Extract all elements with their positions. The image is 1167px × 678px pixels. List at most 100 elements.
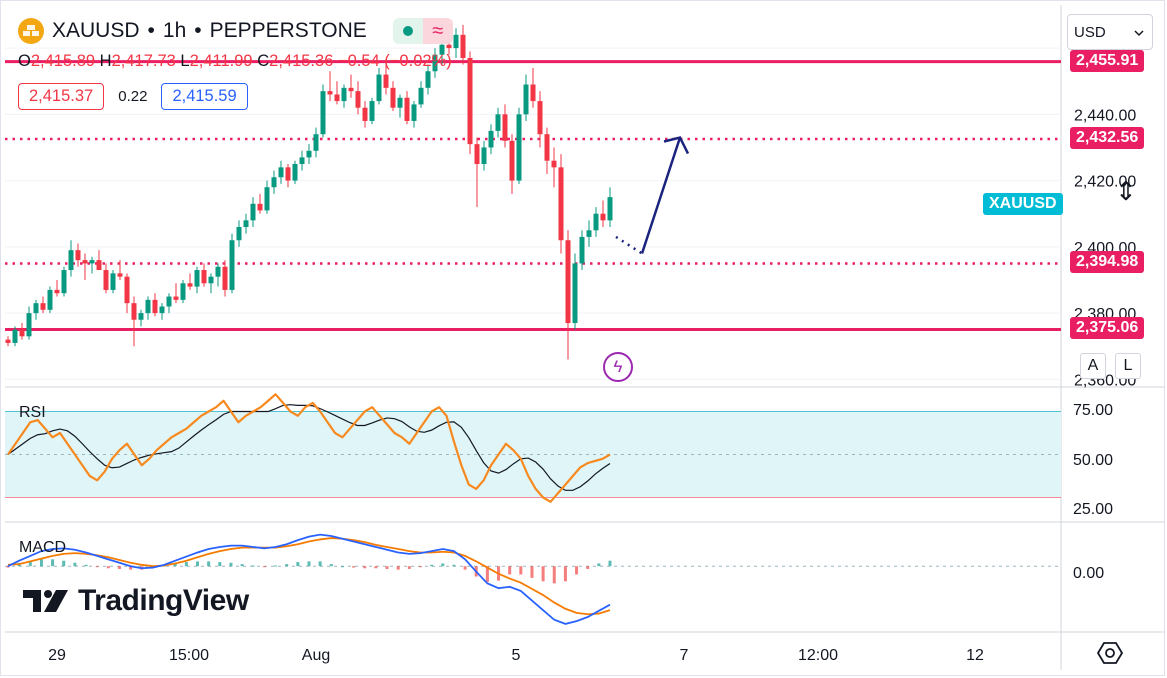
macd-histogram-bar — [95, 566, 99, 568]
resize-cursor-icon: ⇕ — [1115, 176, 1137, 206]
close-value: 2,415.36 — [269, 52, 334, 70]
chevron-down-icon — [1134, 24, 1144, 41]
candle-body — [26, 313, 32, 337]
candle-body — [397, 97, 403, 108]
macd-histogram-bar — [51, 559, 55, 567]
candle-body — [425, 71, 431, 88]
macd-histogram-bar — [485, 566, 489, 582]
time-tick-label: 15:00 — [169, 647, 209, 664]
candle-body — [341, 87, 347, 102]
macd-histogram-bar — [597, 563, 601, 567]
level-price-tag[interactable]: 2,394.98 — [1070, 251, 1145, 274]
macd-histogram-bar — [530, 566, 534, 578]
candle-body — [257, 203, 263, 211]
close-key: C — [257, 52, 270, 70]
candle-body — [117, 273, 123, 277]
high-value: 2,417.73 — [111, 52, 176, 70]
spread-value: 0.22 — [118, 88, 148, 105]
status-badges[interactable]: ≈ — [392, 18, 453, 44]
symbol-price-tag: XAUUSD — [983, 193, 1063, 215]
candle-body — [208, 276, 214, 284]
macd-histogram-bar — [396, 566, 400, 570]
candle-body — [551, 160, 557, 168]
macd-histogram-bar — [62, 560, 66, 567]
tradingview-logo-icon — [23, 590, 68, 612]
log-scale-button[interactable]: L — [1115, 353, 1141, 379]
candle-body — [530, 84, 536, 102]
auto-scale-button[interactable]: A — [1080, 353, 1106, 379]
macd-histogram-bar — [196, 561, 200, 567]
macd-histogram-bar — [240, 564, 244, 567]
candle-body — [348, 87, 354, 92]
candle-body — [54, 289, 60, 294]
candle-body — [579, 236, 585, 264]
macd-histogram-bar — [39, 558, 43, 567]
macd-histogram-bar — [608, 560, 612, 567]
projection-arrow-head — [663, 136, 690, 155]
settings-icon[interactable] — [1097, 640, 1123, 666]
macd-histogram-bar — [73, 562, 77, 567]
candle-body — [411, 104, 417, 121]
macd-histogram-bar — [463, 566, 467, 570]
currency-select[interactable]: USD — [1067, 14, 1153, 50]
symbol-header[interactable]: XAUUSD • 1h • PEPPERSTONE ≈ — [18, 18, 453, 44]
macd-histogram-bar — [508, 566, 512, 575]
candle-body — [516, 114, 522, 181]
open-value: 2,415.89 — [30, 52, 96, 70]
candle-body — [544, 134, 550, 161]
candle-body — [537, 101, 543, 135]
candle-body — [383, 74, 389, 88]
macd-tick-zero: 0.00 — [1073, 565, 1105, 582]
macd-histogram-bar — [407, 566, 411, 569]
macd-histogram-bar — [184, 562, 188, 567]
symbol-name: XAUUSD — [52, 19, 140, 42]
candle-body — [327, 91, 333, 95]
macd-histogram-bar — [363, 566, 367, 569]
macd-histogram-bar — [552, 566, 556, 584]
level-price-tag[interactable]: 2,375.06 — [1070, 317, 1145, 340]
candle-body — [404, 97, 410, 121]
rsi-label: RSI — [19, 404, 46, 421]
low-key: L — [180, 52, 190, 70]
candle-body — [607, 197, 613, 221]
macd-histogram-bar — [28, 560, 32, 567]
tradingview-logo[interactable]: TradingView — [22, 584, 249, 618]
candle-body — [313, 134, 319, 151]
candle-body — [572, 263, 578, 324]
candle-body — [481, 147, 487, 165]
macd-histogram-bar — [441, 563, 445, 567]
exchange-label: PEPPERSTONE — [209, 19, 367, 42]
rsi-tick-75: 75.00 — [1073, 402, 1114, 419]
candle-body — [166, 296, 172, 307]
lightning-icon[interactable]: ϟ — [603, 352, 633, 382]
logo-text: TradingView — [78, 584, 249, 617]
candle-body — [593, 213, 599, 231]
candle-body — [488, 130, 494, 148]
time-tick-label: 7 — [680, 647, 689, 664]
candle-body — [33, 303, 39, 314]
candle-body — [355, 91, 361, 108]
candle-body — [75, 250, 81, 261]
candle-body — [152, 299, 158, 314]
macd-histogram-bar — [296, 562, 300, 567]
sell-button[interactable]: 2,415.37 — [18, 83, 105, 110]
market-open-dot-icon — [392, 18, 423, 44]
candle-body — [236, 226, 242, 241]
candle-body — [215, 266, 221, 277]
macd-histogram-bar — [329, 564, 333, 567]
level-price-tag[interactable]: 2,432.56 — [1070, 126, 1145, 149]
macd-histogram-bar — [274, 565, 278, 567]
level-price-tag[interactable]: 2,455.91 — [1070, 49, 1145, 72]
macd-histogram-bar — [207, 561, 211, 567]
macd-histogram-bar — [430, 564, 434, 567]
candle-body — [299, 157, 305, 165]
candle-body — [61, 270, 67, 294]
candle-body — [390, 87, 396, 108]
projection-arrow-line — [640, 137, 682, 254]
change-value: −0.54 (−0.02%) — [337, 52, 452, 70]
candle-body — [89, 260, 95, 264]
candle-body — [194, 270, 200, 287]
buy-button[interactable]: 2,415.59 — [161, 83, 248, 110]
candle-body — [285, 167, 291, 181]
